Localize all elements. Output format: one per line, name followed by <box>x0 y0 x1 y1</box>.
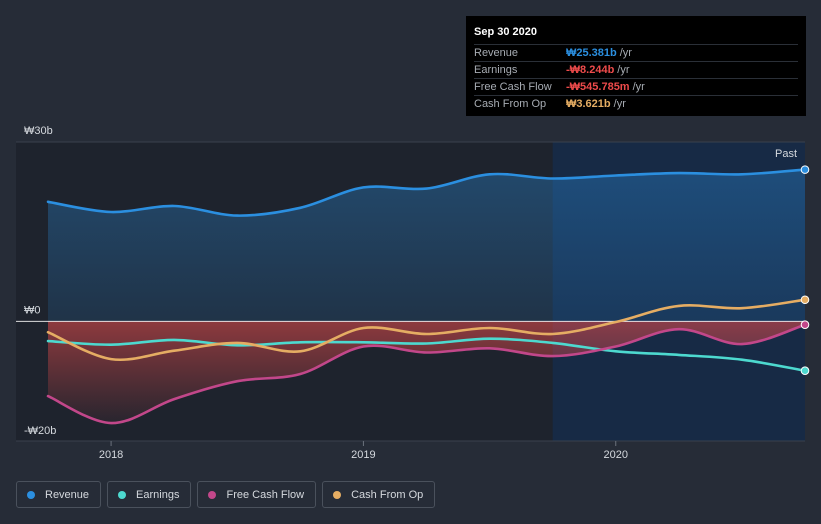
legend-dot-icon <box>208 490 217 499</box>
tooltip-row-cfo: Cash From Op ₩3.621b /yr <box>474 96 798 112</box>
y-tick-label: -₩20b <box>24 425 56 437</box>
series-line-revenue <box>46 168 807 217</box>
revenue-area <box>48 169 805 322</box>
legend-item-cash-from-op[interactable]: Cash From Op <box>322 481 436 508</box>
past-label: Past <box>775 148 797 160</box>
tooltip-label: Revenue <box>474 47 519 59</box>
series-endpoint-revenue[interactable] <box>800 165 810 174</box>
legend-dot-icon <box>333 490 342 499</box>
tooltip-value: -₩8.244b <box>566 64 615 76</box>
y-tick-label: ₩30b <box>24 125 53 137</box>
tooltip-unit: /yr <box>632 81 645 93</box>
series-endpoint-free-cash-flow[interactable] <box>800 320 810 329</box>
x-tick-label: 2018 <box>99 449 123 461</box>
legend-label: Free Cash Flow <box>226 488 305 501</box>
series-endpoint-cash-from-op[interactable] <box>800 295 810 305</box>
legend-dot-icon <box>118 490 127 499</box>
tooltip-value: ₩3.621b <box>566 98 611 110</box>
tooltip-label: Free Cash Flow <box>474 81 552 93</box>
legend-label: Revenue <box>45 488 90 501</box>
tooltip-value: ₩25.381b <box>566 47 617 59</box>
legend-item-earnings[interactable]: Earnings <box>107 481 192 508</box>
tooltip-unit: /yr <box>617 64 630 76</box>
tooltip-value: -₩545.785m <box>566 81 630 93</box>
negative-area <box>48 321 805 424</box>
legend: Revenue Earnings Free Cash Flow Cash Fro… <box>16 481 436 508</box>
legend-dot-icon <box>27 490 35 499</box>
tooltip-label: Earnings <box>474 64 518 76</box>
legend-item-revenue[interactable]: Revenue <box>16 481 102 508</box>
legend-label: Cash From Op <box>351 488 424 501</box>
tooltip-row-revenue: Revenue ₩25.381b /yr <box>474 45 798 62</box>
x-tick-label: 2020 <box>604 449 628 461</box>
x-tick-label: 2019 <box>351 449 375 461</box>
tooltip-unit: /yr <box>613 98 626 110</box>
series-endpoint-earnings[interactable] <box>800 366 810 375</box>
tooltip-date: Sep 30 2020 <box>474 24 798 45</box>
tooltip-label: Cash From Op <box>474 98 547 110</box>
y-tick-label: ₩0 <box>24 304 41 316</box>
legend-item-free-cash-flow[interactable]: Free Cash Flow <box>197 481 317 508</box>
series-line-earnings <box>46 337 807 372</box>
tooltip: Sep 30 2020 Revenue ₩25.381b /yr Earning… <box>466 16 806 116</box>
legend-label: Earnings <box>136 488 180 501</box>
tooltip-row-earnings: Earnings -₩8.244b /yr <box>474 62 798 79</box>
financial-chart: ₩30b ₩0 -₩20b 2018 2019 2020 Past <box>16 125 810 461</box>
series-line-cash-from-op <box>46 298 807 362</box>
series-line-free-cash-flow <box>46 323 807 425</box>
tooltip-row-fcf: Free Cash Flow -₩545.785m /yr <box>474 79 798 96</box>
tooltip-unit: /yr <box>619 47 632 59</box>
